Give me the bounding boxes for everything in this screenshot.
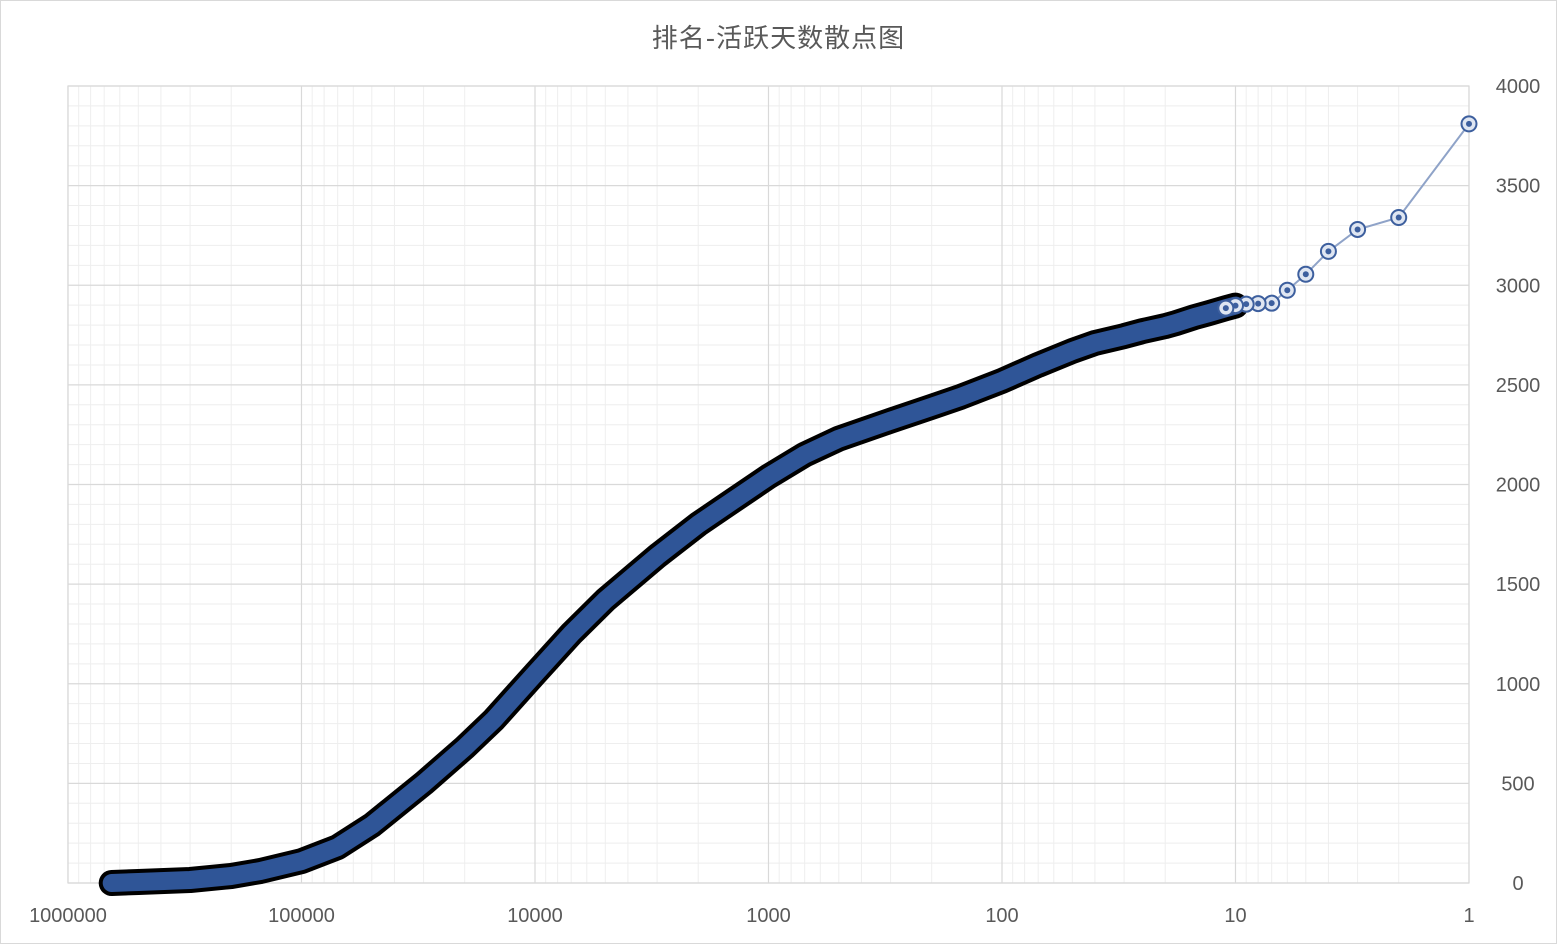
- y-tick-label: 1000: [1496, 674, 1541, 696]
- data-point-center: [1466, 120, 1472, 127]
- y-tick-label: 0: [1512, 873, 1523, 895]
- series-line: [1225, 123, 1470, 310]
- series-1: [98, 115, 1478, 896]
- dense-markers-outline: [98, 292, 1249, 896]
- y-tick-label: 2500: [1496, 375, 1541, 397]
- x-tick-label: 10000: [507, 905, 563, 927]
- x-tick-label: 100: [985, 905, 1018, 927]
- data-point-center: [1255, 300, 1262, 307]
- y-tick-label: 1500: [1496, 574, 1541, 596]
- x-tick-label: 1: [1463, 905, 1474, 927]
- data-point-center: [1325, 248, 1332, 255]
- y-tick-label: 3500: [1496, 176, 1541, 198]
- dense-markers-fill: [102, 296, 1245, 892]
- plot-area-border: [67, 85, 1470, 884]
- x-tick-label: 10: [1224, 905, 1246, 927]
- x-tick-label: 100000: [268, 905, 335, 927]
- y-axis-tick-labels: 4000 3500 3000 2500 2000 1500 1000 500 0: [1496, 76, 1541, 895]
- y-tick-label: 500: [1501, 773, 1534, 795]
- y-tick-label: 4000: [1496, 76, 1541, 98]
- y-tick-label: 2000: [1496, 475, 1541, 497]
- data-point-center: [1268, 300, 1275, 307]
- y-tick-label: 3000: [1496, 275, 1541, 297]
- x-tick-label: 1000: [746, 905, 791, 927]
- data-point-center: [1395, 214, 1402, 221]
- chart-title: 排名-活跃天数散点图: [651, 24, 906, 54]
- data-point-center: [1284, 287, 1291, 294]
- plot-border: [67, 85, 1470, 884]
- data-point-center: [1222, 305, 1229, 312]
- data-point-center: [1243, 301, 1250, 308]
- x-axis-tick-labels: 1000000 100000 10000 1000 100 10 1: [29, 905, 1475, 927]
- data-point-center: [1354, 226, 1361, 233]
- data-point-center: [1302, 271, 1309, 278]
- x-tick-label: 1000000: [29, 905, 107, 927]
